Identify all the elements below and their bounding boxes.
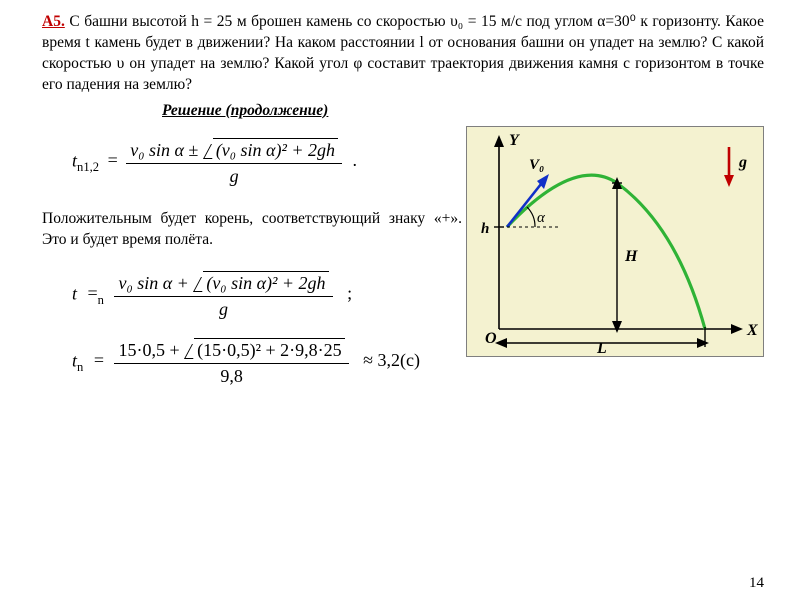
axis-origin-label: O [485,330,497,347]
label-g: g [738,154,747,171]
problem-body: С башни высотой h = 25 м брошен камень с… [42,13,764,93]
page-number: 14 [749,575,764,592]
g-vector [724,147,734,187]
formula-t-symbolic: t =n v₀ sin α + (v₀ sin α)² + 2gh g ; [72,271,462,320]
label-big-h: H [624,248,638,265]
axis-y-label: Y [509,132,520,149]
problem-label: А5. [42,13,65,30]
label-h: h [481,221,489,237]
trajectory-curve [507,175,705,329]
solution-title: Решение (продолжение) [162,102,462,120]
formula-t-numeric: tn = 15·0,5 + (15·0,5)² + 2·9,8·25 9,8 ≈… [72,338,462,387]
h-span [612,177,622,333]
problem-text: А5. С башни высотой h = 25 м брошен каме… [42,12,764,96]
formula-t12: tn1,2 = v₀ sin α ± (v₀ sin α)² + 2gh g . [72,138,462,187]
label-v0: V₀ [529,157,544,173]
label-l: L [596,340,607,356]
trajectory-diagram: Y O X h V₀ α g [466,126,764,357]
axis-x-label: X [746,322,758,339]
label-alpha: α [537,210,546,226]
note-positive-root: Положительным будет корень, соответствую… [42,209,462,251]
